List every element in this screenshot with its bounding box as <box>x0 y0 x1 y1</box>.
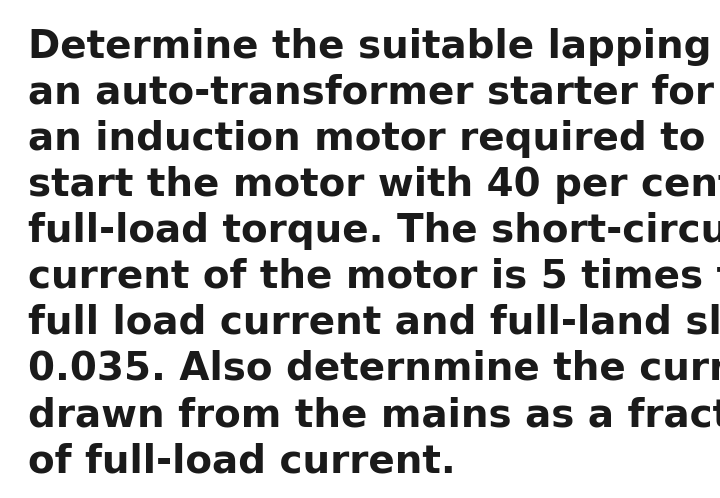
Text: drawn from the mains as a fraction: drawn from the mains as a fraction <box>28 396 720 434</box>
Text: full-load torque. The short-circuit: full-load torque. The short-circuit <box>28 212 720 250</box>
Text: 0.035. Also deternmine the current: 0.035. Also deternmine the current <box>28 350 720 388</box>
Text: Determine the suitable lapping on: Determine the suitable lapping on <box>28 28 720 66</box>
Text: an induction motor required to: an induction motor required to <box>28 120 706 158</box>
Text: of full-load current.: of full-load current. <box>28 442 456 480</box>
Text: an auto-transformer starter for: an auto-transformer starter for <box>28 74 714 112</box>
Text: current of the motor is 5 times the: current of the motor is 5 times the <box>28 258 720 296</box>
Text: full load current and full-land slip is: full load current and full-land slip is <box>28 304 720 342</box>
Text: start the motor with 40 per cent of: start the motor with 40 per cent of <box>28 166 720 204</box>
